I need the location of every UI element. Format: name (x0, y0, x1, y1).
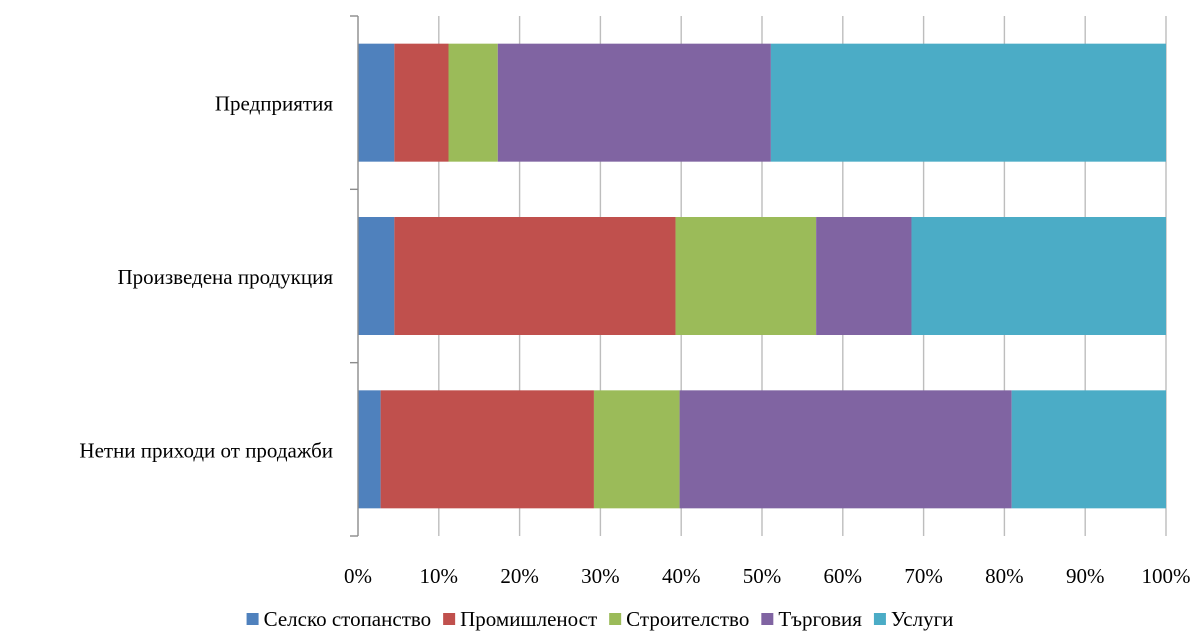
bar-segment (816, 217, 912, 335)
legend-item: Промишленост (443, 607, 597, 631)
bar-segment (679, 390, 1012, 509)
category-labels: Предприятия Произведена продукция Нетни пр… (79, 92, 333, 463)
bar-segment (394, 43, 449, 162)
legend-swatch (873, 613, 886, 625)
x-tick-labels: 0% 10% 20% 30% 40% 50% 60% 70% 80% 90% 100% (344, 564, 1191, 588)
bar-segment (911, 217, 1166, 335)
bars (358, 43, 1166, 509)
legend-label: Услуги (891, 607, 954, 631)
bar-segment (675, 217, 817, 335)
axes (350, 15, 359, 537)
legend: Селско стопанство Промишленост Строителств… (246, 607, 954, 631)
legend-label: Промишленост (460, 607, 597, 631)
x-tick-label: 80% (985, 564, 1024, 588)
legend-label: Строителство (626, 607, 749, 631)
bar-segment (358, 390, 381, 509)
legend-swatch (246, 613, 259, 625)
bar-segment (497, 43, 771, 162)
legend-item: Селско стопанство (246, 607, 432, 631)
legend-swatch (609, 613, 622, 625)
x-tick-label: 90% (1066, 564, 1105, 588)
category-label: Предприятия (215, 92, 333, 116)
x-tick-label: 0% (344, 564, 372, 588)
category-label: Нетни приходи от продажби (79, 438, 333, 462)
legend-label: Търговия (778, 607, 862, 631)
bar-segment (593, 390, 680, 509)
legend-item: Строителство (609, 607, 749, 631)
x-tick-label: 70% (904, 564, 943, 588)
bar-segment (770, 43, 1166, 162)
x-tick-label: 40% (662, 564, 701, 588)
bar-segment (358, 43, 395, 162)
x-tick-label: 50% (743, 564, 782, 588)
legend-item: Услуги (873, 607, 954, 631)
x-tick-label: 20% (500, 564, 539, 588)
x-tick-label: 30% (581, 564, 620, 588)
bar-segment (358, 217, 395, 335)
bar-segment (1011, 390, 1166, 509)
bar-segment (448, 43, 498, 162)
legend-swatch (443, 613, 456, 625)
x-tick-label: 10% (420, 564, 459, 588)
x-tick-label: 100% (1142, 564, 1191, 588)
legend-item: Търговия (761, 607, 862, 631)
legend-label: Селско стопанство (264, 607, 432, 631)
bar-segment (394, 217, 676, 335)
x-tick-label: 60% (824, 564, 863, 588)
category-label: Произведена продукция (117, 265, 333, 289)
legend-swatch (761, 613, 774, 625)
bar-segment (380, 390, 594, 509)
